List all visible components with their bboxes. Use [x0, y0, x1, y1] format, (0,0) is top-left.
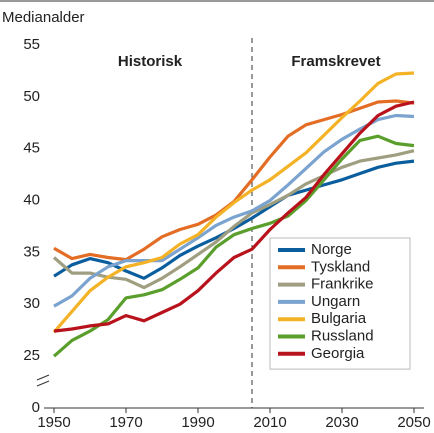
x-tick-label: 1970 — [109, 414, 142, 431]
legend-label: Georgia — [311, 345, 365, 362]
series-line — [52, 134, 415, 358]
legend-label: Russland — [311, 327, 374, 344]
axis-break — [36, 380, 50, 387]
legend-label: Ungarn — [311, 293, 360, 310]
y-tick-label: 30 — [23, 295, 40, 312]
series-line — [52, 149, 415, 290]
y-tick-label: 50 — [23, 88, 40, 105]
y-tick-label: 0 — [32, 399, 40, 416]
y-tick-label: 55 — [23, 36, 40, 53]
series-line — [53, 113, 415, 308]
x-tick-label: 1950 — [37, 414, 70, 431]
annotation: Framskrevet — [291, 53, 380, 70]
chart-title: Medianalder — [2, 9, 85, 26]
legend-label: Tyskland — [311, 258, 370, 275]
annotation: Historisk — [118, 53, 183, 70]
legend-label: Frankrike — [311, 276, 374, 293]
series-line — [53, 100, 415, 333]
series-line — [52, 71, 415, 334]
legend-label: Bulgaria — [311, 310, 367, 327]
x-tick-label: 2030 — [325, 414, 358, 431]
axis-break — [36, 374, 50, 381]
x-tick-label: 1990 — [181, 414, 214, 431]
y-tick-label: 35 — [23, 243, 40, 260]
x-tick-label: 2050 — [397, 414, 430, 431]
y-tick-label: 40 — [23, 191, 40, 208]
y-tick-label: 25 — [23, 347, 40, 364]
legend-label: Norge — [311, 241, 352, 258]
y-tick-label: 45 — [23, 140, 40, 157]
x-tick-label: 2010 — [253, 414, 286, 431]
